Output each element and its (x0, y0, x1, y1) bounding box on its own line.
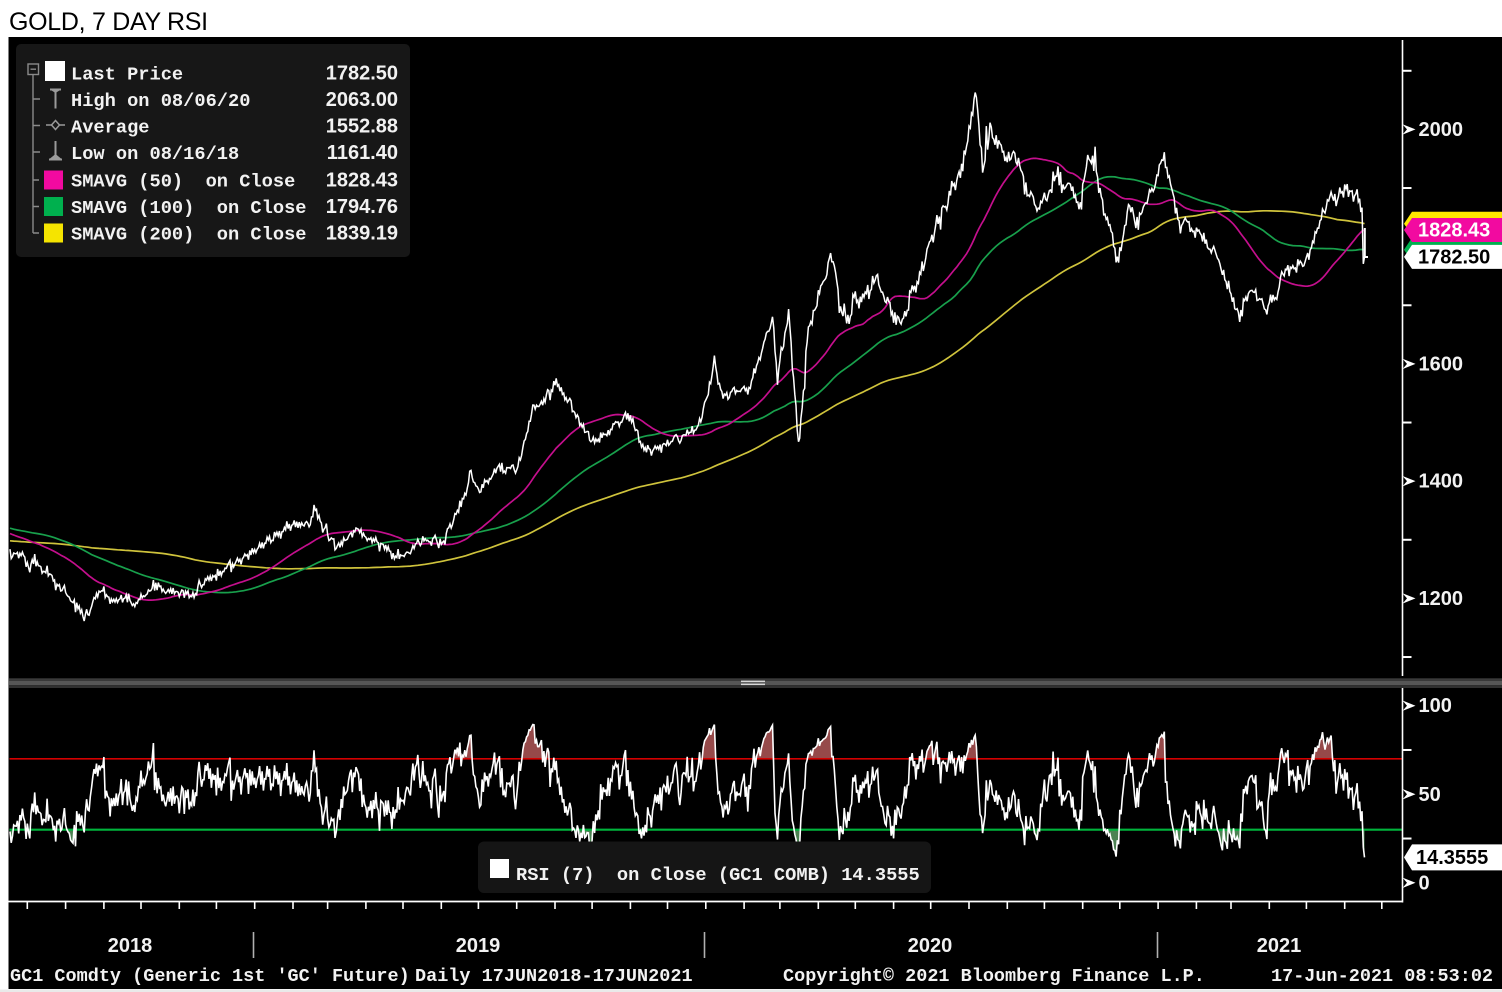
svg-text:2020: 2020 (908, 935, 953, 957)
svg-text:1828.43: 1828.43 (326, 170, 398, 192)
svg-text:100: 100 (1419, 695, 1452, 717)
svg-text:1782.50: 1782.50 (326, 63, 398, 85)
svg-text:1828.43: 1828.43 (1418, 220, 1490, 242)
svg-text:2000: 2000 (1419, 119, 1464, 141)
svg-text:17-Jun-2021 08:53:02: 17-Jun-2021 08:53:02 (1271, 966, 1493, 987)
svg-text:SMAVG (200) on Close: SMAVG (200) on Close (71, 224, 307, 246)
svg-text:1200: 1200 (1419, 588, 1464, 610)
svg-text:SMAVG (100) on Close: SMAVG (100) on Close (71, 197, 307, 219)
svg-text:Last Price: Last Price (71, 64, 183, 86)
svg-text:Daily 17JUN2018-17JUN2021: Daily 17JUN2018-17JUN2021 (415, 966, 693, 987)
svg-text:0: 0 (1419, 872, 1430, 894)
svg-text:1552.88: 1552.88 (326, 116, 398, 138)
svg-text:Low on 08/16/18: Low on 08/16/18 (71, 143, 239, 165)
svg-text:1600: 1600 (1419, 353, 1464, 375)
svg-text:GC1 Comdty (Generic 1st 'GC' F: GC1 Comdty (Generic 1st 'GC' Future) (10, 966, 410, 987)
svg-text:2018: 2018 (108, 935, 153, 957)
svg-text:2021: 2021 (1257, 935, 1302, 957)
svg-text:1839.19: 1839.19 (326, 223, 398, 245)
svg-text:Copyright© 2021 Bloomberg Fina: Copyright© 2021 Bloomberg Finance L.P. (783, 966, 1205, 987)
svg-text:Average: Average (71, 117, 150, 139)
svg-text:50: 50 (1419, 784, 1441, 806)
svg-text:GOLD, 7 DAY RSI: GOLD, 7 DAY RSI (9, 8, 208, 36)
svg-text:2019: 2019 (456, 935, 501, 957)
svg-text:1782.50: 1782.50 (1418, 246, 1490, 268)
svg-text:2063.00: 2063.00 (326, 89, 398, 111)
svg-text:SMAVG (50) on Close: SMAVG (50) on Close (71, 171, 295, 193)
svg-text:RSI (7) on Close (GC1 COMB) 1: RSI (7) on Close (GC1 COMB) 14.3555 (516, 864, 920, 886)
svg-text:1794.76: 1794.76 (326, 196, 398, 218)
svg-text:14.3555: 14.3555 (1416, 847, 1488, 869)
svg-text:High on 08/06/20: High on 08/06/20 (71, 90, 250, 112)
svg-text:1161.40: 1161.40 (327, 142, 398, 164)
svg-text:1400: 1400 (1419, 471, 1464, 493)
